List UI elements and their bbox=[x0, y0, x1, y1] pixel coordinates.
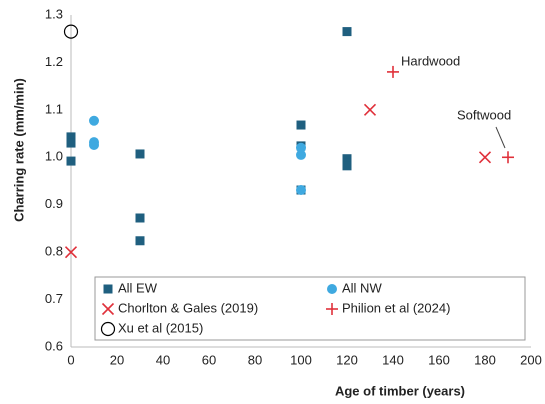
marker bbox=[387, 65, 399, 78]
marker-part bbox=[363, 103, 377, 116]
marker bbox=[66, 138, 76, 148]
marker-part bbox=[64, 246, 78, 259]
marker-part bbox=[135, 236, 145, 246]
marker bbox=[502, 151, 514, 164]
marker-part bbox=[63, 24, 79, 39]
marker bbox=[478, 151, 492, 164]
marker-part bbox=[135, 149, 145, 159]
marker-part bbox=[342, 27, 352, 37]
marker bbox=[135, 236, 145, 246]
x-tick-label: 20 bbox=[110, 352, 124, 367]
x-tick-label: 60 bbox=[202, 352, 216, 367]
marker bbox=[66, 156, 76, 166]
legend-marker bbox=[100, 321, 116, 337]
x-tick-label: 200 bbox=[520, 352, 542, 367]
x-tick-label: 120 bbox=[336, 352, 358, 367]
marker bbox=[296, 149, 306, 160]
x-axis-title: Age of timber (years) bbox=[335, 383, 465, 398]
marker-part bbox=[296, 149, 306, 160]
marker-part bbox=[296, 142, 306, 153]
legend-label: Chorlton & Gales (2019) bbox=[118, 300, 258, 315]
y-tick-label: 0.7 bbox=[45, 291, 63, 306]
legend-label: All EW bbox=[118, 280, 158, 295]
x-tick-label: 0 bbox=[67, 352, 74, 367]
marker bbox=[135, 213, 145, 223]
marker-part bbox=[135, 213, 145, 223]
x-tick-label: 40 bbox=[156, 352, 170, 367]
marker bbox=[342, 27, 352, 37]
y-tick-label: 1.3 bbox=[45, 6, 63, 21]
annotation: Hardwood bbox=[401, 53, 460, 68]
legend-marker bbox=[326, 303, 338, 315]
marker-part bbox=[103, 284, 113, 294]
annotation: Softwood bbox=[457, 107, 511, 122]
marker-part bbox=[101, 302, 115, 316]
y-tick-label: 0.8 bbox=[45, 244, 63, 259]
legend-label: Philion et al (2024) bbox=[342, 300, 450, 315]
marker-part bbox=[327, 284, 337, 294]
marker bbox=[64, 246, 78, 259]
legend-box bbox=[94, 276, 526, 341]
marker bbox=[135, 149, 145, 159]
x-tick-label: 80 bbox=[248, 352, 262, 367]
x-tick-label: 140 bbox=[382, 352, 404, 367]
y-tick-label: 0.9 bbox=[45, 196, 63, 211]
marker bbox=[363, 103, 377, 116]
legend-label: All NW bbox=[342, 280, 382, 295]
marker-part bbox=[342, 161, 352, 171]
marker-part bbox=[296, 120, 306, 130]
marker bbox=[296, 185, 306, 196]
legend-marker bbox=[101, 302, 115, 316]
y-tick-label: 1.0 bbox=[45, 149, 63, 164]
annotation-leader bbox=[495, 126, 506, 149]
marker-part bbox=[478, 151, 492, 164]
legend-marker bbox=[103, 284, 113, 294]
marker bbox=[296, 120, 306, 130]
marker-part bbox=[66, 156, 76, 166]
legend-marker bbox=[327, 284, 337, 294]
y-tick-label: 1.1 bbox=[45, 101, 63, 116]
marker bbox=[63, 24, 79, 39]
x-tick-label: 100 bbox=[290, 352, 312, 367]
y-tick-label: 0.6 bbox=[45, 338, 63, 353]
marker-part bbox=[89, 139, 99, 150]
marker-part bbox=[89, 115, 99, 126]
marker-part bbox=[296, 185, 306, 196]
marker-part bbox=[66, 132, 76, 142]
marker-part bbox=[100, 321, 116, 337]
marker bbox=[66, 132, 76, 142]
x-tick-label: 180 bbox=[474, 352, 496, 367]
marker bbox=[89, 115, 99, 126]
marker bbox=[89, 139, 99, 150]
y-tick-label: 1.2 bbox=[45, 54, 63, 69]
marker bbox=[342, 161, 352, 171]
marker-part bbox=[66, 138, 76, 148]
legend-label: Xu et al (2015) bbox=[118, 320, 203, 335]
marker bbox=[296, 142, 306, 153]
x-tick-label: 160 bbox=[428, 352, 450, 367]
y-axis-title: Charring rate (mm/min) bbox=[11, 78, 26, 222]
